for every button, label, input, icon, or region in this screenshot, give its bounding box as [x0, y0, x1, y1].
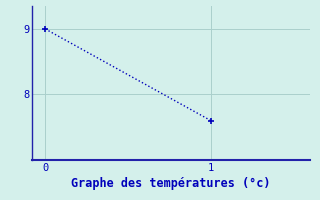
X-axis label: Graphe des températures (°c): Graphe des températures (°c) — [71, 177, 271, 190]
